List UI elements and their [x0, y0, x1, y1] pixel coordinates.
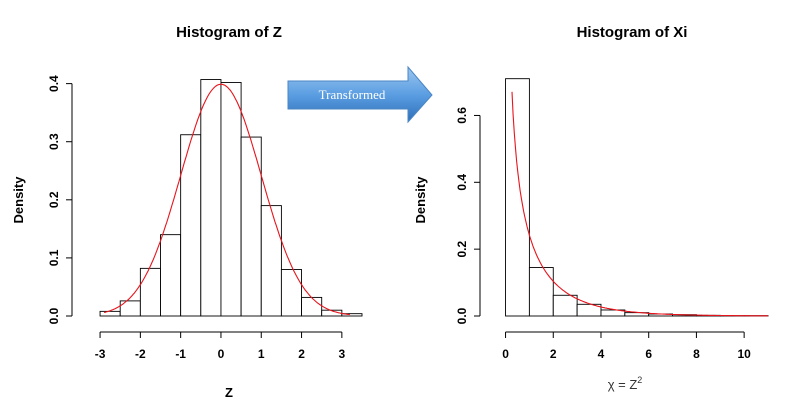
x-axis-label: Z — [225, 385, 233, 400]
x-tick-label: -2 — [135, 347, 146, 361]
x-axis-label-main: χ = Z — [608, 377, 638, 392]
y-tick-label: 0.2 — [455, 240, 469, 257]
histogram-bar — [341, 313, 363, 317]
axes-group: 0 2 4 6 8 10 0.0 0.2 0.4 0.6 — [455, 107, 751, 361]
x-tick-label: -1 — [175, 347, 186, 361]
y-tick-label: 0.2 — [47, 191, 61, 208]
density-curve-group — [511, 91, 768, 317]
density-curve — [511, 91, 768, 317]
histogram-bar — [200, 79, 222, 317]
y-tick-label: 0.4 — [47, 75, 61, 92]
arrow-label: Transformed — [319, 87, 386, 102]
histogram-bars — [99, 79, 363, 317]
axes-group: -3 -2 -1 0 1 2 3 0.0 0.1 0.2 0.3 0.4 — [47, 75, 346, 361]
histogram-bar — [139, 267, 161, 317]
y-tick-label: 0.6 — [455, 107, 469, 124]
x-tick-label: 8 — [693, 347, 700, 361]
density-curve — [104, 83, 350, 316]
y-tick-label: 0.0 — [47, 307, 61, 324]
x-tick-label: -3 — [95, 347, 106, 361]
x-tick-label: 10 — [737, 347, 751, 361]
arrow-shape — [287, 65, 433, 124]
x-tick-label: 2 — [298, 347, 305, 361]
x-tick-label: 3 — [339, 347, 346, 361]
x-tick-label: 2 — [550, 347, 557, 361]
x-axis-label-superscript: 2 — [637, 375, 642, 385]
chart-title: Histogram of Z — [176, 24, 282, 41]
y-axis-label: Density — [413, 176, 428, 224]
histogram-bar — [552, 294, 578, 317]
x-tick-label: 0 — [502, 347, 509, 361]
histogram-bar — [220, 82, 242, 317]
histogram-bar — [528, 267, 554, 317]
chart-histogram-z: Histogram of Z Z Density -3 -2 -1 0 1 2 3 0.0 0.… — [11, 24, 363, 400]
histogram-bar — [260, 205, 282, 317]
x-tick-label: 6 — [645, 347, 652, 361]
chart-histogram-xi: Histogram of Xi χ = Z2 Density 0 2 4 6 8 100.… — [413, 24, 769, 392]
histogram-bar — [180, 134, 202, 317]
y-axis-label: Density — [11, 176, 26, 224]
histogram-bar — [99, 310, 121, 317]
x-axis-label: χ = Z2 — [608, 375, 643, 392]
density-curve-group — [104, 83, 350, 316]
y-tick-label: 0.1 — [47, 249, 61, 266]
transformed-arrow: Transformed — [287, 65, 433, 124]
y-tick-label: 0.3 — [47, 133, 61, 150]
chart-title: Histogram of Xi — [577, 24, 688, 41]
histogram-bar — [280, 269, 303, 317]
histogram-bar — [301, 296, 323, 317]
x-tick-label: 4 — [598, 347, 605, 361]
histogram-bar — [160, 234, 182, 317]
x-tick-label: 0 — [218, 347, 225, 361]
histogram-bar — [505, 78, 530, 317]
histogram-bars — [505, 78, 769, 317]
x-tick-label: 1 — [258, 347, 265, 361]
y-tick-label: 0.0 — [455, 307, 469, 324]
y-tick-label: 0.4 — [455, 174, 469, 191]
